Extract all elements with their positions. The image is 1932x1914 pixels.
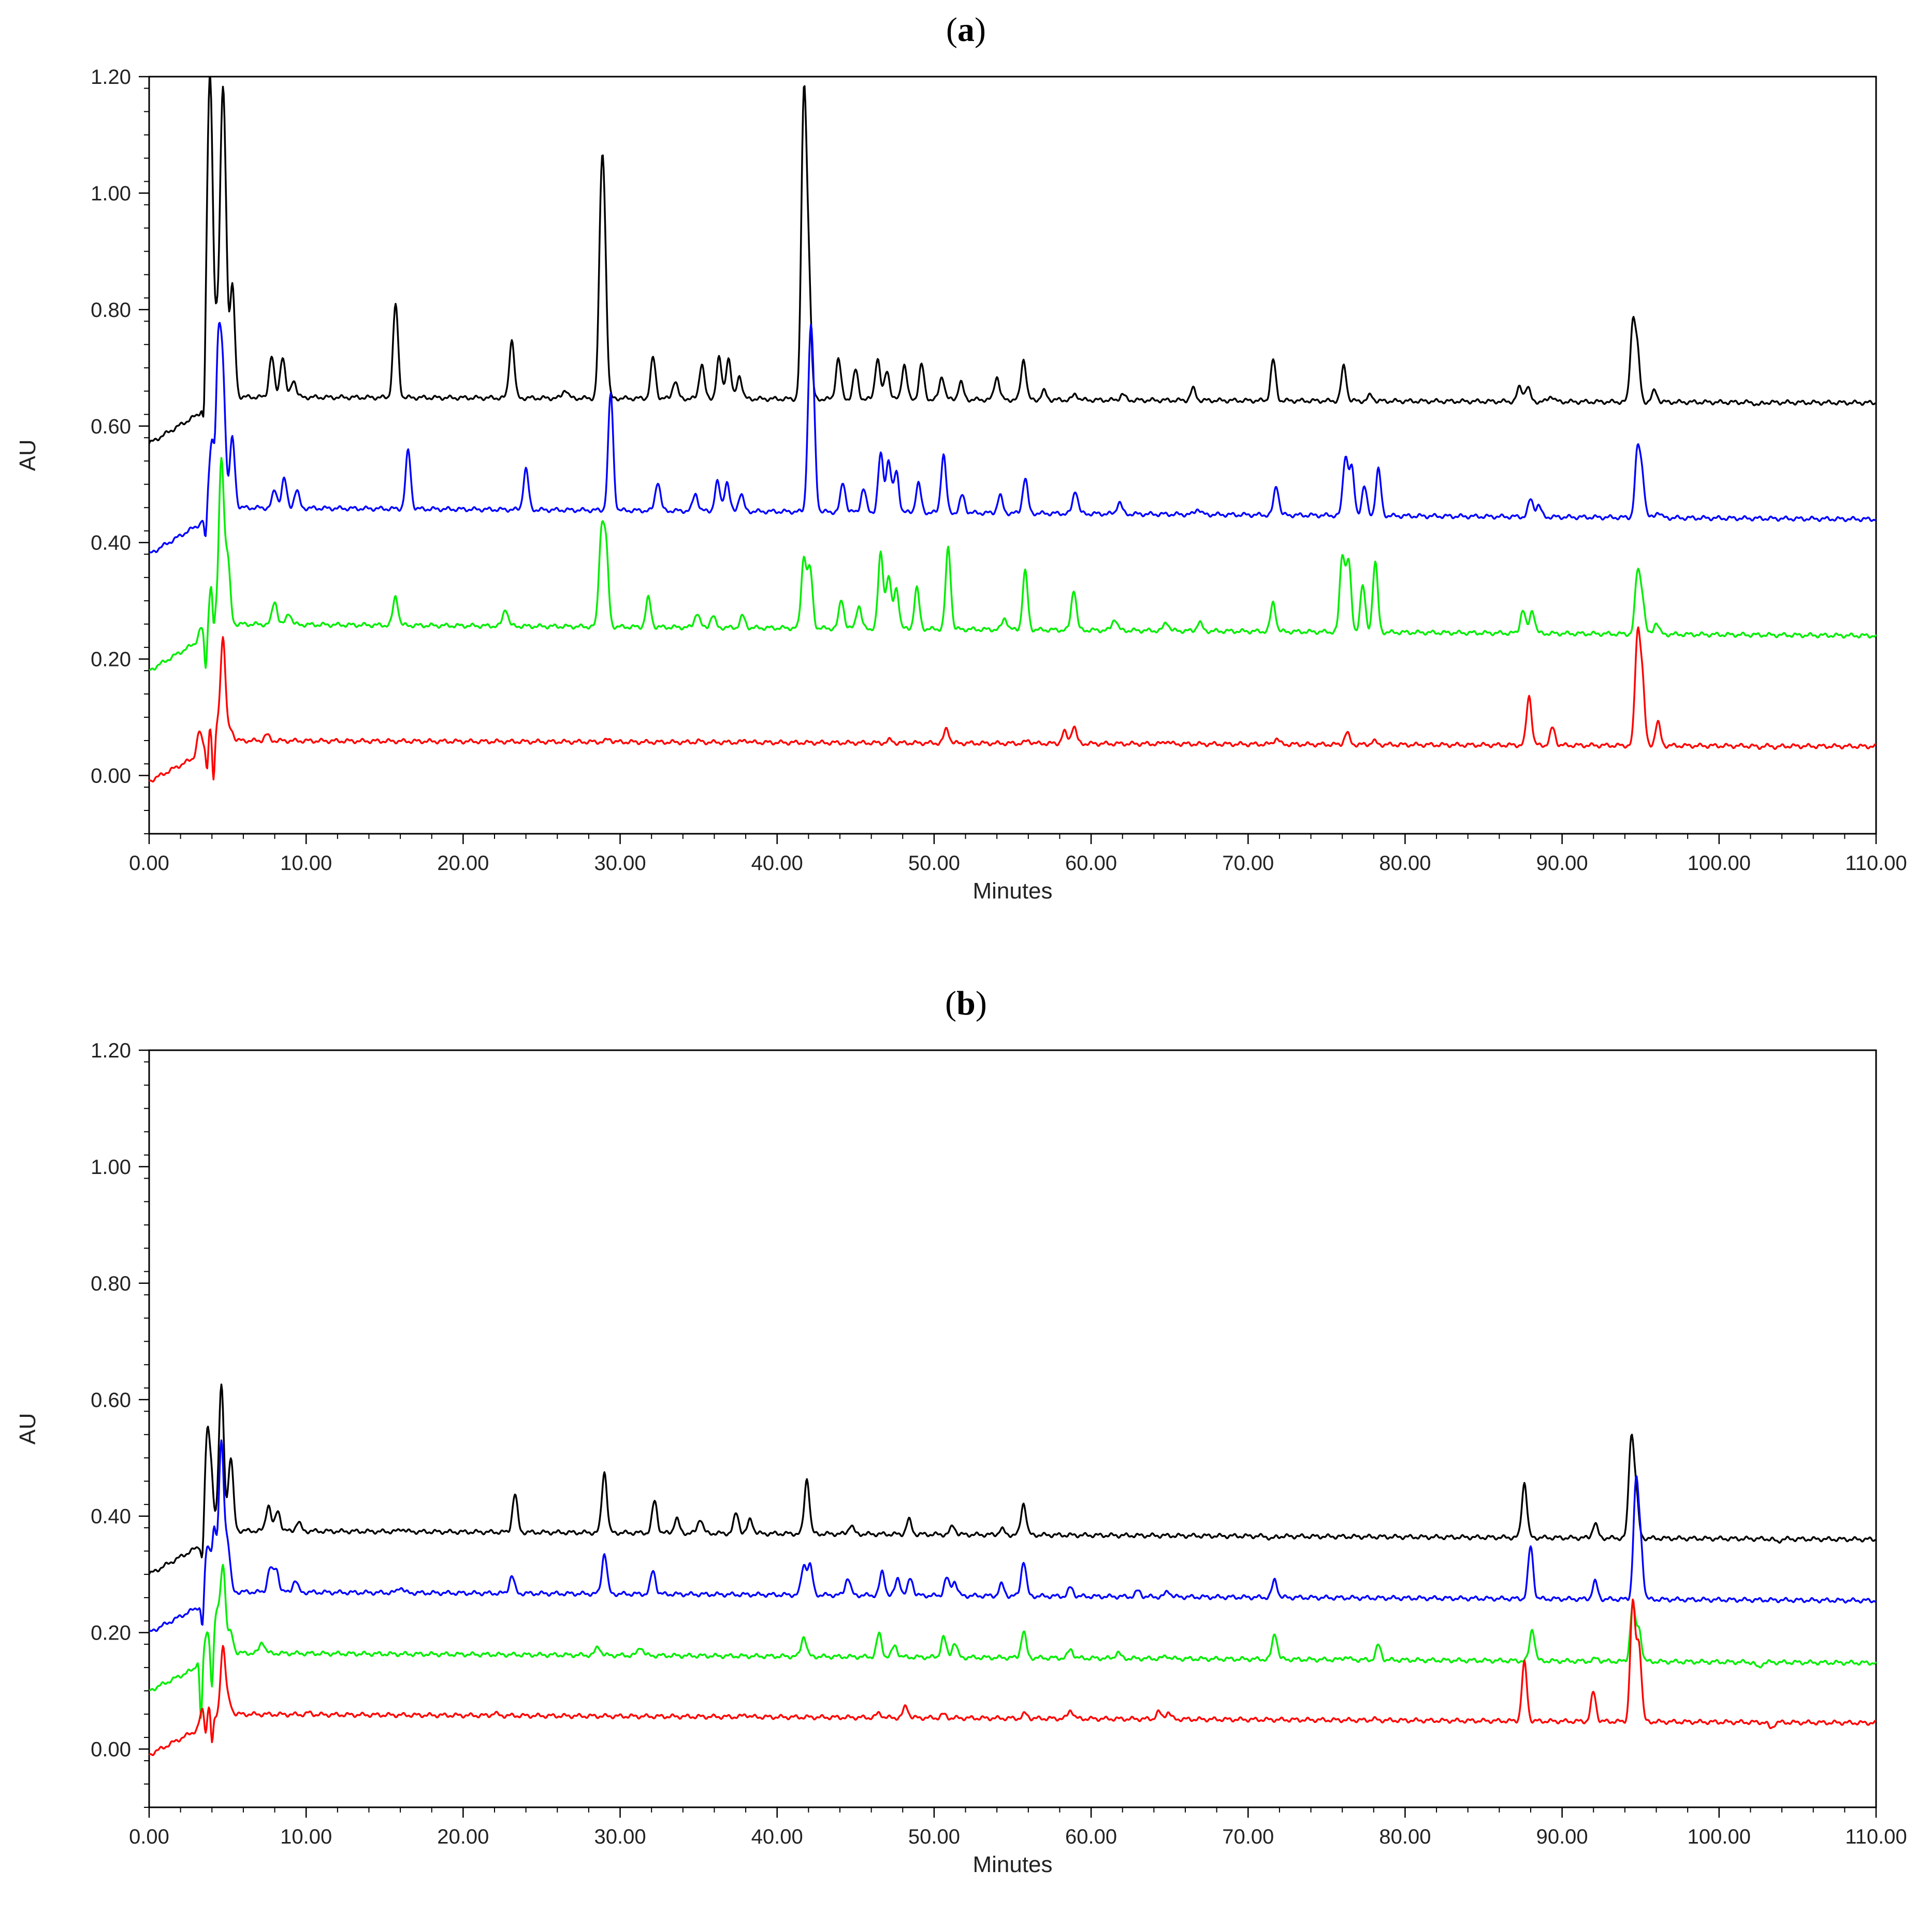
x-axis-label: Minutes	[972, 878, 1052, 904]
y-tick-label: 0.40	[91, 532, 131, 555]
x-tick-label: 70.00	[1222, 852, 1274, 875]
x-tick-label: 10.00	[280, 1825, 332, 1848]
x-tick-label: 40.00	[751, 852, 803, 875]
x-tick-label: 0.00	[129, 1825, 169, 1848]
x-tick-label: 60.00	[1065, 852, 1117, 875]
y-tick-label: 0.40	[91, 1505, 131, 1528]
x-tick-label: 100.00	[1688, 1825, 1751, 1848]
series-trace-3	[149, 1563, 1877, 1719]
x-tick-label: 40.00	[751, 1825, 803, 1848]
chart-a-svg: 0.00 0.20 0.40 0.60 0.80 1.00 1.20 0.00 10.00 20.…	[15, 66, 1907, 904]
x-tick-label: 110.00	[1845, 852, 1907, 875]
y-tick-label: 0.80	[91, 1272, 131, 1295]
y-tick-label: 1.20	[91, 66, 131, 89]
x-tick-label: 30.00	[594, 852, 646, 875]
y-tick-label: 1.00	[91, 1156, 131, 1179]
x-tick-label: 80.00	[1379, 1825, 1431, 1848]
y-tick-label: 1.00	[91, 182, 131, 205]
series-trace-4	[148, 626, 1877, 783]
x-tick-label: 100.00	[1688, 852, 1751, 875]
series-trace-2	[149, 1439, 1877, 1632]
series-trace-1	[148, 1383, 1877, 1575]
y-axis-label: AU	[15, 439, 40, 471]
chart-b-svg: 0.00 0.20 0.40 0.60 0.80 1.00 1.20 0.00 10.00 20.…	[15, 1039, 1907, 1877]
y-tick-label: 0.00	[91, 765, 131, 788]
x-tick-label: 90.00	[1536, 1825, 1588, 1848]
x-tick-label: 20.00	[437, 1825, 489, 1848]
x-tick-label: 10.00	[280, 852, 332, 875]
x-tick-label: 80.00	[1379, 852, 1431, 875]
y-tick-label: 0.20	[91, 648, 131, 671]
series-trace-4	[148, 1598, 1877, 1757]
x-tick-label: 110.00	[1845, 1825, 1907, 1848]
y-tick-label: 0.00	[91, 1738, 131, 1761]
x-tick-label: 30.00	[594, 1825, 646, 1848]
x-tick-label: 20.00	[437, 852, 489, 875]
y-tick-label: 0.20	[91, 1622, 131, 1645]
chart-panel-a: (a) 0.00 0.20 0.40 0.60 0.80 1.00 1.20 0.00 10.0…	[0, 0, 1932, 948]
y-tick-label: 0.60	[91, 1389, 131, 1412]
panel-title-a: (a)	[946, 11, 986, 49]
x-axis-label: Minutes	[972, 1852, 1052, 1877]
x-tick-label: 0.00	[129, 852, 169, 875]
x-tick-label: 60.00	[1065, 1825, 1117, 1848]
y-tick-label: 0.60	[91, 415, 131, 438]
plot-frame	[148, 76, 1877, 835]
panel-title-b: (b)	[945, 984, 987, 1022]
y-tick-label: 0.80	[91, 299, 131, 322]
series-trace-2	[149, 322, 1877, 554]
y-tick-label: 1.20	[91, 1039, 131, 1062]
x-tick-label: 50.00	[908, 852, 960, 875]
chart-panel-b: (b) 0.00 0.20 0.40 0.60 0.80 1.00 1.20 0.00 10.0…	[0, 974, 1932, 1914]
series-trace-1	[148, 77, 1877, 444]
y-axis-label: AU	[15, 1413, 40, 1444]
x-tick-label: 50.00	[908, 1825, 960, 1848]
plot-frame	[148, 1049, 1877, 1808]
x-tick-label: 70.00	[1222, 1825, 1274, 1848]
series-trace-3	[149, 457, 1877, 671]
x-tick-label: 90.00	[1536, 852, 1588, 875]
